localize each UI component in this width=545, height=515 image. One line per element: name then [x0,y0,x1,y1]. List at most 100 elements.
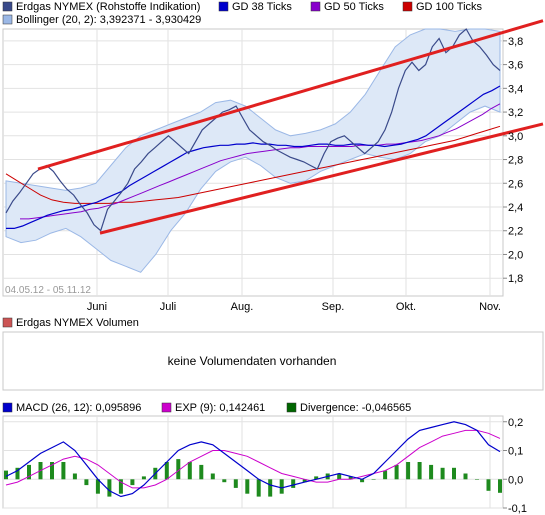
series-exp-line [5,429,501,489]
price-y-ticks: 1,8 2,0 2,2 2,4 2,6 2,8 3,0 3,2 3,4 3,6 3,8 [503,36,523,285]
price-x-tick-label: Juni [87,301,107,313]
price-x-ticks: Juni Juli Aug. Sep. Okt. Nov. [87,301,501,313]
divergence-bar [337,473,342,480]
price-y-tick-label: 3,8 [508,36,523,48]
macd-vertical-grid [96,416,491,508]
price-x-tick-label: Aug. [231,301,254,313]
legend-label-volume: Erdgas NYMEX Volumen [16,317,139,329]
series-gd100-line [5,125,501,204]
macd-y-tick-label: -0,1 [508,503,527,515]
macd-y-tick-label: 0,0 [508,474,523,486]
divergence-bars [4,459,502,497]
divergence-bar [176,459,181,480]
legend-label-gd38: GD 38 Ticks [232,1,292,13]
price-y-tick-label: 3,2 [508,107,523,119]
macd-y-tick-label: 0,2 [508,417,523,429]
price-x-tick-label: Sep. [322,301,345,313]
trendline-lower [99,122,544,235]
price-y-tick-label: 2,0 [508,249,523,261]
legend-swatch-price [2,1,13,12]
divergence-bar [486,479,491,491]
bollinger-band [5,28,501,273]
divergence-bar [279,479,284,494]
divergence-bar [452,467,456,480]
divergence-bar [256,479,261,497]
divergence-bar [394,464,399,480]
divergence-bar [107,479,112,497]
price-y-tick-label: 1,8 [508,273,523,285]
divergence-bar [118,479,123,494]
divergence-bar [348,476,353,480]
divergence-bar [27,464,31,480]
macd-chart: -0,1 0,0 0,1 0,2 [2,415,527,515]
legend-swatch-exp [161,402,172,413]
legend-label-macd: MACD (26, 12): 0,095896 [16,402,141,414]
price-x-tick-label: Nov. [479,301,501,313]
legend-swatch-divergence [286,402,297,413]
divergence-bar [291,479,296,488]
volume-frame [2,331,544,391]
divergence-bar [463,473,468,480]
legend-swatch-macd [2,402,13,413]
price-y-tick-label: 3,6 [508,60,523,72]
divergence-bar [245,479,250,494]
price-y-tick-label: 2,4 [508,202,523,214]
divergence-bar [314,476,319,480]
divergence-bar [164,462,169,480]
divergence-bar [187,462,192,480]
price-y-tick-label: 3,4 [508,83,523,95]
divergence-bar [302,479,307,483]
legend-label-bollinger: Bollinger (20, 2): 3,392371 - 3,930429 [16,14,201,26]
divergence-bar [360,479,365,483]
divergence-bar [130,479,135,486]
trendline-upper [37,19,544,171]
divergence-bar [141,476,146,480]
divergence-bar [61,462,66,480]
price-y-tick-label: 2,6 [508,178,523,190]
legend-swatch-bollinger [2,14,13,25]
series-price-line [5,28,501,232]
divergence-bar [429,464,434,480]
price-legend: Erdgas NYMEX (Rohstoffe Indikation) GD 3… [2,1,483,26]
price-x-tick-label: Juli [160,301,177,313]
divergence-bar [498,479,502,493]
legend-swatch-gd100 [402,1,413,12]
macd-plot-frame [2,415,504,509]
volume-empty-message: keine Volumendaten vorhanden [168,354,337,368]
divergence-bar [383,470,388,480]
legend-label-price: Erdgas NYMEX (Rohstoffe Indikation) [16,1,200,13]
divergence-bar [440,467,445,480]
price-y-tick-label: 3,0 [508,131,523,143]
price-y-tick-label: 2,8 [508,155,523,167]
divergence-bar [210,473,215,480]
legend-label-gd50: GD 50 Ticks [324,1,384,13]
divergence-bar [268,479,273,497]
divergence-bar [233,479,238,488]
divergence-bar [95,479,100,494]
divergence-bar [84,479,89,486]
legend-label-exp: EXP (9): 0,142461 [175,402,265,414]
legend-swatch-gd50 [310,1,321,12]
divergence-bar [222,479,227,483]
price-y-tick-label: 2,2 [508,226,523,238]
macd-y-tick-label: 0,1 [508,446,523,458]
price-x-tick-label: Okt. [396,301,416,313]
volume-panel: Erdgas NYMEX Volumen keine Volumendaten … [2,317,544,391]
divergence-bar [417,462,422,480]
divergence-bar [50,462,54,480]
legend-swatch-volume [2,317,13,328]
divergence-bar [15,467,20,480]
macd-legend: MACD (26, 12): 0,095896 EXP (9): 0,14246… [2,402,411,414]
price-chart: 04.05.12 - 05.11.12 1,8 2,0 2,2 2,4 2,6 2,8 3,… [2,19,544,313]
divergence-bar [406,462,411,480]
divergence-bar [475,479,479,480]
divergence-bar [199,464,204,480]
legend-label-divergence: Divergence: -0,046565 [300,402,411,414]
macd-y-ticks: -0,1 0,0 0,1 0,2 [503,417,527,515]
legend-label-gd100: GD 100 Ticks [416,1,483,13]
series-macd-line [5,421,501,498]
legend-swatch-gd38 [218,1,229,12]
date-range-label: 04.05.12 - 05.11.12 [5,285,91,296]
series-gd50-line [20,103,501,220]
